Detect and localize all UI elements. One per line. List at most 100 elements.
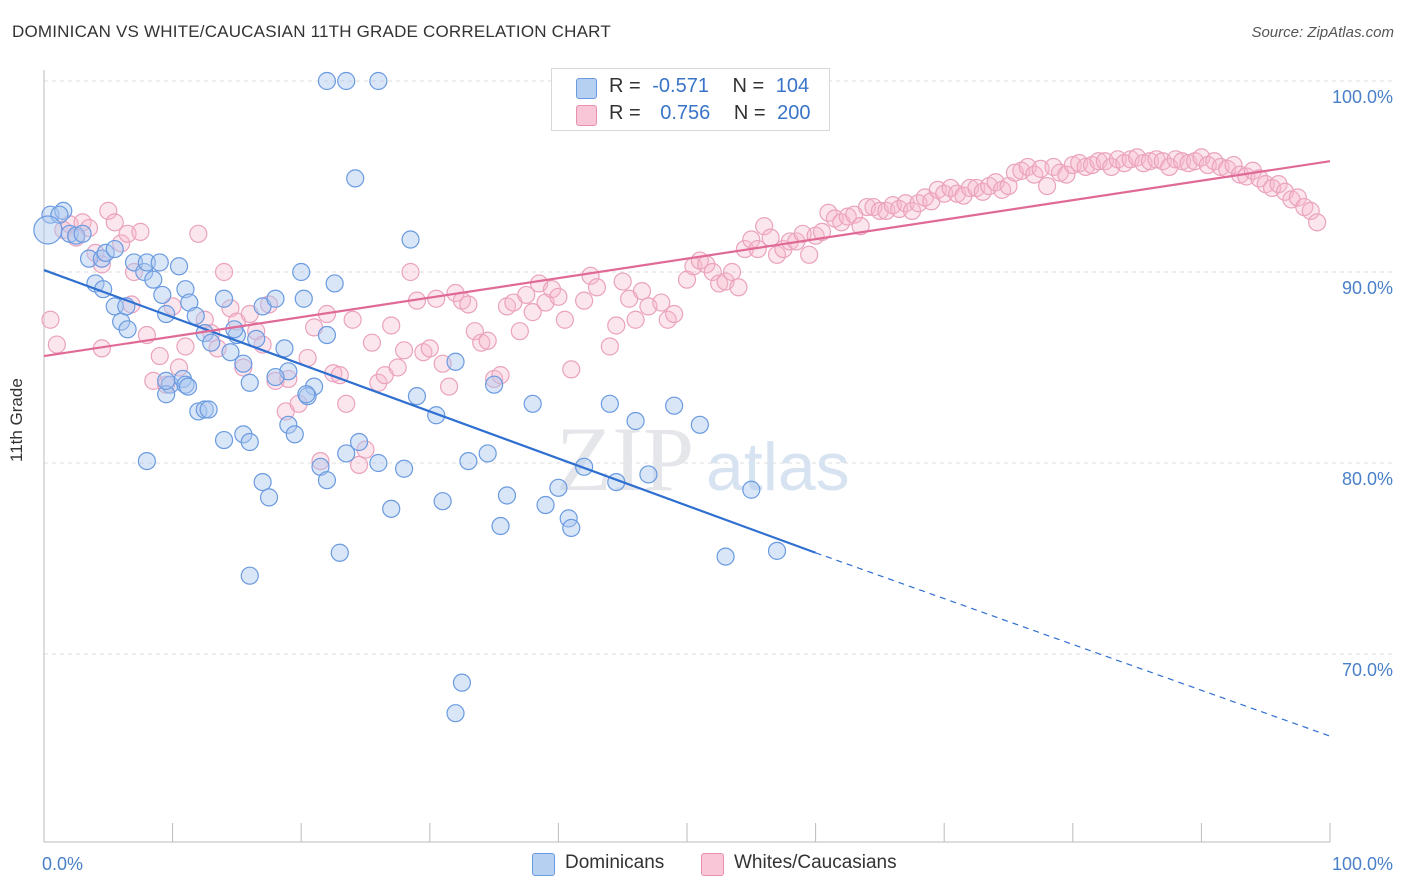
dominicans-point <box>459 451 478 471</box>
dominicans-point <box>266 289 285 308</box>
watermark-zip: ZIP <box>556 408 694 510</box>
dominicans-point <box>665 396 684 415</box>
dominicans-point <box>157 385 176 404</box>
dominicans-point <box>325 274 344 293</box>
legend-n-label: N = <box>732 75 765 97</box>
y-tick-label: 100.0% <box>1332 87 1393 107</box>
legend-r-label: R = <box>609 102 641 124</box>
dominicans-point <box>144 270 163 289</box>
dominicans-point <box>401 230 420 249</box>
y-tick-label: 80.0% <box>1342 469 1393 489</box>
whites-caucasians-point <box>523 303 542 322</box>
dominicans-point <box>118 320 137 339</box>
whites-caucasians-point <box>427 289 446 308</box>
dominicans-point <box>137 451 156 471</box>
dominicans-point <box>275 339 294 358</box>
dominicans-point <box>742 480 761 499</box>
whites-caucasians-point <box>41 310 60 329</box>
whites-caucasians-point <box>1301 201 1320 220</box>
whites-caucasians-point <box>369 373 388 392</box>
dominicans-point <box>317 71 337 91</box>
dominicans-point <box>176 375 195 394</box>
bottom-legend-label: Dominicans <box>565 852 665 873</box>
dominicans-point <box>536 495 555 515</box>
whites-caucasians-point <box>214 262 234 282</box>
x-tick-label: 100.0% <box>1332 854 1393 874</box>
dominicans-point <box>427 406 446 425</box>
dominicans-point <box>240 373 259 392</box>
dominicans-point <box>137 253 156 272</box>
whites-caucasians-point <box>838 207 857 226</box>
whites-caucasians-point <box>1173 152 1192 171</box>
dominicans-point <box>79 249 99 268</box>
dominicans-point <box>73 224 92 243</box>
trend-lines <box>43 160 1331 737</box>
dominicans-point <box>382 499 401 518</box>
dominicans-point <box>33 215 63 245</box>
whites-caucasians-point <box>150 346 169 366</box>
whites-caucasians-point <box>401 262 420 282</box>
bottom-legend-swatch-pink <box>701 853 724 876</box>
dominicans-point <box>221 343 240 362</box>
legend-r-label: R = <box>609 75 641 97</box>
dominicans-point <box>50 205 69 224</box>
dominicans-point <box>292 262 311 282</box>
whites-caucasians-point <box>896 194 915 213</box>
whites-caucasians-point <box>394 341 414 360</box>
tick-labels: 100.0% 90.0% 80.0% 70.0% 0.0% 100.0% <box>42 87 1393 874</box>
whites-caucasians-point <box>131 222 150 241</box>
whites-caucasians-point <box>472 333 491 352</box>
whites-caucasians-point <box>157 375 176 394</box>
whites-caucasians-point <box>600 337 619 356</box>
whites-caucasians-point <box>169 358 189 377</box>
legend-n-label: N = <box>733 102 766 124</box>
dominicans-point <box>266 367 285 387</box>
whites-caucasians-point <box>349 455 369 475</box>
whites-caucasians-point <box>311 451 330 471</box>
dominicans-point <box>337 444 356 463</box>
dominicans-point <box>369 453 388 473</box>
dominicans-point <box>157 371 176 390</box>
whites-caucasians-point <box>124 262 144 282</box>
whites-caucasians-point <box>478 331 497 350</box>
dominicans-point <box>304 377 324 396</box>
dominicans-point <box>716 547 735 566</box>
whites-caucasians-point <box>1057 165 1076 184</box>
whites-caucasians-point <box>1308 213 1327 232</box>
whites-caucasians-point <box>851 217 870 236</box>
whites-caucasians-point <box>105 213 124 232</box>
whites-caucasians-point <box>703 262 722 282</box>
dominicans-point <box>67 226 86 245</box>
whites-caucasians-point <box>587 278 607 297</box>
dominicans-point <box>452 673 472 692</box>
whites-caucasians-point <box>337 394 356 413</box>
dominicans-point <box>279 415 298 434</box>
whites-caucasians-point <box>549 287 568 306</box>
dominicans-point <box>317 471 337 490</box>
whites-caucasians-point <box>902 201 922 220</box>
dominicans-point <box>407 387 427 406</box>
y-tick-label: 70.0% <box>1342 660 1393 680</box>
whites-caucasians-point <box>562 360 581 379</box>
dominicans-point <box>767 541 787 560</box>
dominicans-point <box>297 385 316 404</box>
dominicans-point <box>626 411 645 431</box>
whites-caucasians-point <box>1224 155 1243 175</box>
whites-caucasians-point <box>729 278 748 297</box>
dominicans-point <box>186 306 205 326</box>
dominicans-trend-extension <box>815 552 1331 737</box>
whites-caucasians-point <box>420 339 439 358</box>
dominicans-point <box>690 415 709 434</box>
whites-caucasians-point <box>722 262 742 282</box>
dominicans-point <box>639 465 658 484</box>
whites-caucasians-point <box>632 282 652 301</box>
whites-caucasians-point <box>575 291 594 310</box>
dominicans-point <box>234 425 253 444</box>
dominicans-trend-line <box>43 269 816 554</box>
whites-caucasians-point <box>613 272 632 291</box>
dominicans-point <box>259 488 279 507</box>
whites-caucasians-point <box>1269 175 1288 194</box>
whites-caucasians-point <box>356 440 375 459</box>
legend-box: R = -0.571 N = 104 R = 0.756 N = 200 <box>551 68 830 131</box>
